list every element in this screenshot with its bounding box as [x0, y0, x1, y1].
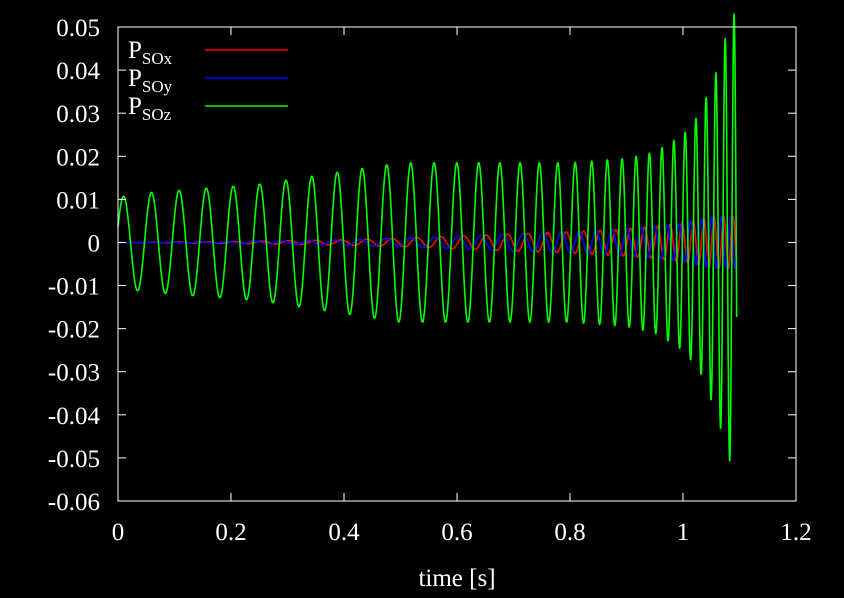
- y-tick-label: -0.05: [48, 446, 100, 473]
- x-tick-label: 1: [677, 519, 690, 546]
- legend-label-subscript: SOy: [142, 77, 173, 96]
- legend-label-sox: PSOx: [128, 37, 173, 68]
- series-layer: [117, 13, 738, 462]
- x-tick-label: 0.2: [215, 519, 246, 546]
- x-tick-label: 1.2: [780, 519, 811, 546]
- y-tick-label: 0.04: [56, 58, 100, 85]
- y-tick-label: -0.02: [48, 317, 100, 344]
- y-tick-label: -0.03: [48, 360, 100, 387]
- legend-label-subscript: SOx: [142, 49, 173, 68]
- x-axis-title: time [s]: [418, 565, 495, 592]
- legend-label-base: P: [128, 37, 142, 64]
- series-line-soz: [117, 13, 738, 462]
- legend-label-soy: PSOy: [128, 65, 173, 96]
- y-tick-label: -0.01: [48, 274, 100, 301]
- x-tick-label: 0.6: [441, 519, 472, 546]
- y-tick-label: 0.03: [56, 101, 100, 128]
- legend-label-subscript: SOz: [142, 105, 172, 124]
- y-tick-label: 0: [88, 230, 101, 257]
- y-tick-label: 0.02: [56, 144, 100, 171]
- y-tick-label: -0.04: [48, 403, 101, 430]
- legend-label-base: P: [128, 93, 142, 120]
- x-tick-label: 0.8: [554, 519, 585, 546]
- legend-label-base: P: [128, 65, 142, 92]
- y-tick-label: 0.05: [56, 15, 100, 42]
- series-line-soy: [117, 215, 738, 270]
- x-tick-label: 0: [112, 519, 125, 546]
- legend-label-soz: PSOz: [128, 93, 172, 124]
- ticks-layer: 0 0.2 0.4 0.6 0.8 1 1.2 0.05 0.04 0.03 0.02 0.01 0 -0…: [48, 15, 812, 546]
- y-tick-label: -0.06: [48, 489, 100, 516]
- x-tick-label: 0.4: [328, 519, 360, 546]
- y-tick-label: 0.01: [56, 187, 100, 214]
